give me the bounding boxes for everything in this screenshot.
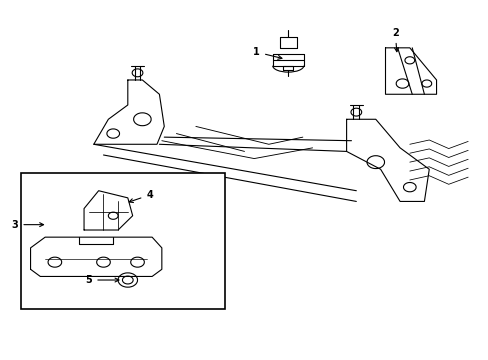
Text: 2: 2	[391, 28, 398, 52]
Bar	[21, 173, 224, 309]
Text: 5: 5	[85, 275, 119, 285]
Text: 1: 1	[253, 47, 282, 59]
Text: 3: 3	[12, 220, 43, 230]
Text: 4: 4	[129, 190, 153, 203]
